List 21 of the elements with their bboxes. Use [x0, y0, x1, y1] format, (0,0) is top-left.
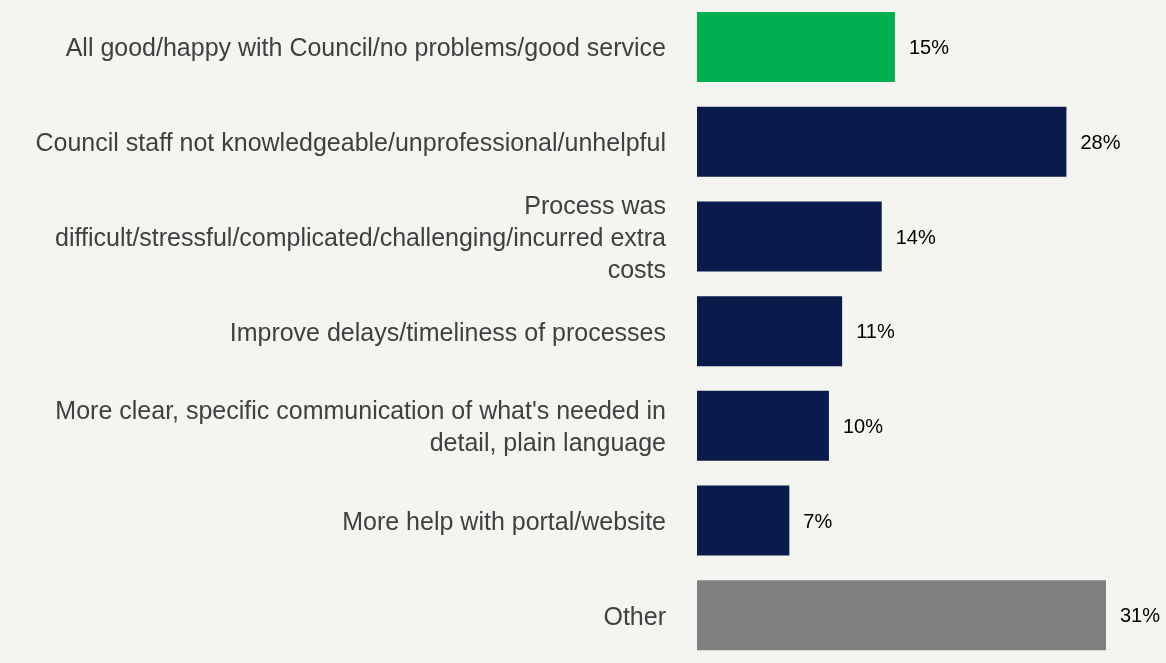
data-label: 14%	[895, 225, 936, 248]
y-tick-label: Process was difficult/stressful/complicated/challenging/incurred extra costs	[55, 190, 667, 283]
data-label: 7%	[803, 509, 833, 532]
y-tick-label: Improve delays/timeliness of processes	[229, 317, 666, 346]
y-tick-label: Council staff not knowledgeable/unprofessional/unhelpful	[35, 128, 666, 157]
bar	[697, 106, 1067, 177]
data-label: 28%	[1080, 130, 1121, 153]
data-label: 11%	[856, 320, 895, 343]
data-label: 31%	[1120, 604, 1161, 627]
y-tick-label: More clear, specific communication of what's needed in detail, plain language	[55, 396, 666, 457]
y-tick-label: All good/happy with Council/no problems/good service	[65, 33, 666, 62]
y-tick-label: More help with portal/website	[342, 506, 666, 535]
bar	[697, 485, 790, 556]
y-tick-label: Other	[603, 601, 666, 630]
bar	[697, 201, 882, 272]
data-label: 15%	[908, 36, 950, 59]
data-label: 10%	[842, 414, 884, 437]
bar	[697, 12, 895, 82]
bar	[697, 580, 1106, 651]
bar	[697, 390, 829, 461]
bar	[697, 296, 843, 367]
